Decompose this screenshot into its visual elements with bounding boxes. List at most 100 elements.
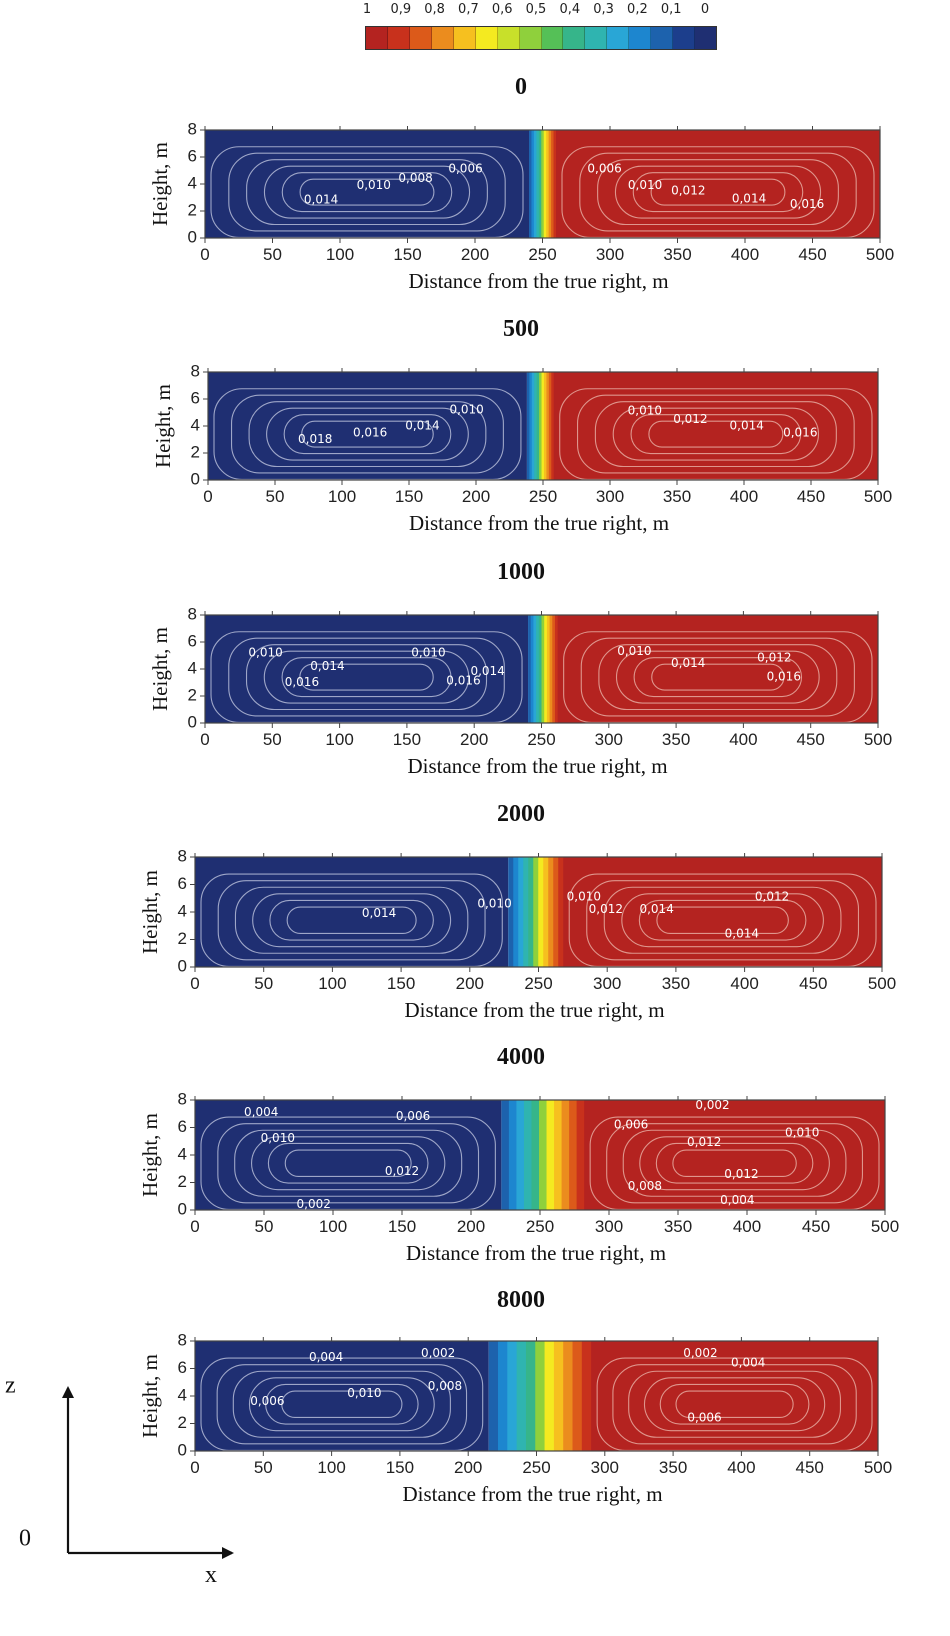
panel-title: 1000	[497, 559, 545, 585]
contour-label: 0,012	[755, 889, 789, 903]
contour-label: 0,014	[732, 191, 766, 205]
x-axis-label: Distance from the true right, m	[402, 1482, 662, 1506]
contour-label: 0,006	[396, 1109, 430, 1123]
y-tick-label: 4	[178, 1144, 187, 1163]
low-concentration-region	[195, 1341, 489, 1451]
colorbar-cell	[387, 27, 410, 49]
x-axis-label: Distance from the true right, m	[407, 754, 667, 778]
contour-line	[286, 906, 417, 935]
contour-line	[246, 159, 488, 226]
mixing-front-band	[551, 372, 555, 480]
x-tick-label: 100	[319, 1217, 347, 1236]
colorbar-cell	[607, 27, 630, 49]
mixing-front-band	[543, 130, 547, 238]
contour-label: 0,002	[297, 1197, 331, 1211]
y-tick-label: 8	[178, 846, 187, 865]
mixing-front-band	[563, 1341, 574, 1451]
contour-label: 0,012	[724, 1167, 758, 1181]
x-tick-label: 300	[596, 245, 624, 264]
contour-label: 0,012	[589, 902, 623, 916]
contour-line	[579, 152, 857, 232]
contour-label: 0,016	[285, 675, 319, 689]
contour-label: 0,010	[567, 889, 601, 903]
mixing-front-band	[553, 130, 557, 238]
contour-label: 0,010	[357, 178, 391, 192]
contour-line	[628, 1370, 841, 1438]
contour-line	[299, 663, 434, 691]
mixing-front-band	[558, 857, 564, 967]
contour-line	[630, 414, 802, 455]
contour-label: 0,014	[730, 419, 764, 433]
mixing-front-band	[531, 130, 535, 238]
contour-line	[614, 165, 822, 219]
mixing-front-band	[533, 857, 539, 967]
colorbar-tick-label: 0,2	[627, 2, 648, 17]
mixing-front-band	[533, 130, 537, 238]
x-tick-label: 350	[662, 730, 690, 749]
mixing-front-band	[526, 372, 530, 480]
x-tick-label: 0	[200, 245, 209, 264]
contour-line	[234, 886, 469, 954]
contour-label: 0,010	[261, 1131, 295, 1145]
mixing-front-band	[543, 372, 548, 480]
y-tick-label: 4	[188, 658, 197, 677]
x-tick-label: 150	[387, 974, 415, 993]
contour-label: 0,008	[398, 171, 432, 185]
mixing-front-band	[523, 1100, 533, 1210]
y-tick-label: 0	[178, 1440, 187, 1459]
colorbar-cell	[409, 27, 432, 49]
contour-label: 0,014	[725, 927, 759, 941]
contour-label: 0,008	[628, 1179, 662, 1193]
x-tick-label: 200	[454, 1458, 482, 1477]
x-tick-label: 350	[659, 1458, 687, 1477]
y-tick-label: 8	[188, 604, 197, 623]
contour-label: 0,016	[353, 425, 387, 439]
mixing-front-band	[554, 615, 559, 723]
x-tick-label: 400	[729, 730, 757, 749]
mixing-front-band	[531, 372, 535, 480]
mixing-front-band	[561, 1100, 570, 1210]
x-tick-label: 250	[522, 1458, 550, 1477]
x-tick-label: 200	[456, 974, 484, 993]
contour-line	[263, 650, 470, 704]
origin-label: 0	[19, 1526, 31, 1552]
x-tick-label: 100	[317, 1458, 345, 1477]
mixing-front-band	[554, 1100, 563, 1210]
x-tick-label: 250	[529, 487, 557, 506]
contour-label: 0,006	[587, 162, 621, 176]
contour-label: 0,006	[687, 1411, 721, 1425]
contour-line	[230, 394, 504, 474]
mixing-front-band	[581, 1341, 592, 1451]
mixing-front-band	[538, 857, 544, 967]
mixing-front-band	[546, 130, 550, 238]
heatmap-svg: 0,004 0,006 0,010 0,012 0,002 0,006 0,002 0,010…	[138, 1089, 899, 1265]
colorbar-cell	[695, 27, 716, 49]
axes-indicator: z 0 x	[5, 1380, 234, 1588]
colorbar-tick-label: 0,7	[458, 2, 479, 17]
mixing-front-band	[572, 1341, 583, 1451]
panel-title: 2000	[497, 801, 545, 827]
mixing-front-band	[548, 130, 552, 238]
contour-line	[580, 637, 855, 717]
high-concentration-region	[584, 1100, 885, 1210]
contour-label: 0,012	[671, 183, 705, 197]
mixing-front-band	[541, 372, 545, 480]
colorbar-tick-label: 1	[362, 2, 372, 17]
panel-title: 500	[503, 316, 539, 342]
mixing-front-band	[553, 1341, 564, 1451]
y-axis-label: Height, m	[138, 1354, 162, 1438]
x-tick-label: 50	[255, 1217, 274, 1236]
x-tick-label: 300	[595, 1217, 623, 1236]
mixing-front-band	[551, 130, 555, 238]
y-tick-label: 8	[188, 119, 197, 138]
mixing-front-band	[569, 1100, 578, 1210]
y-tick-label: 6	[188, 146, 197, 165]
mixing-front-band	[552, 615, 556, 723]
colorbar-tick-label: 0,8	[424, 2, 445, 17]
contour-line	[245, 644, 488, 711]
heatmap-svg: 0,004 0,002 0,006 0,010 0,008 0,002 0,004 0,006…	[138, 1330, 892, 1506]
contour-line	[250, 1136, 446, 1191]
mixing-front-band	[536, 372, 540, 480]
mixing-front-band	[544, 1341, 555, 1451]
